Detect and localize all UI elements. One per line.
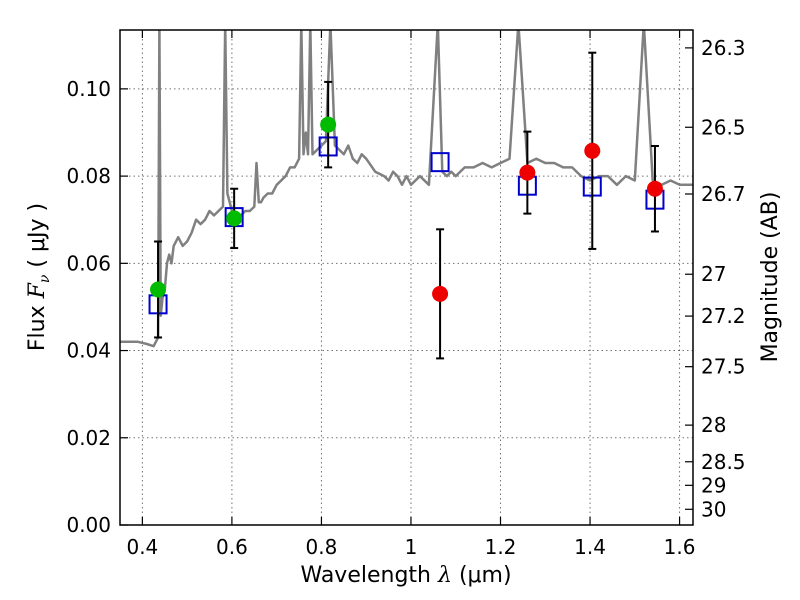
y2-tick-label: 28	[701, 413, 726, 437]
y-tick-label: 0.02	[66, 426, 111, 450]
y-tick-label: 0.06	[66, 251, 111, 275]
observed-point-red	[432, 285, 449, 302]
x-axis-label: Wavelength λ (μm)	[300, 563, 511, 588]
observed-point-green	[226, 210, 243, 227]
x-tick-label: 1	[405, 535, 418, 559]
observed-point-red	[519, 164, 536, 181]
y2-tick-label: 27	[701, 262, 726, 286]
x-tick-label: 1.4	[574, 535, 606, 559]
x-tick-label: 0.6	[216, 535, 248, 559]
y-tick-label: 0.04	[66, 339, 111, 363]
plot-area	[120, 30, 693, 360]
y2-tick-label: 26.5	[701, 115, 746, 139]
x-tick-label: 0.4	[126, 535, 158, 559]
model-spectrum-line	[120, 30, 693, 348]
observed-point-green	[150, 281, 167, 298]
grid-lines	[120, 30, 693, 526]
observed-points	[150, 116, 663, 302]
y-tick-label: 0.10	[66, 77, 111, 101]
y2-tick-label: 27.2	[701, 304, 746, 328]
x-tick-label: 1.2	[485, 535, 517, 559]
observed-point-green	[320, 116, 337, 133]
y2-axis-label: Magnitude (AB)	[758, 192, 783, 363]
x-tick-label: 1.6	[664, 535, 696, 559]
y2-tick-label: 27.5	[701, 355, 746, 379]
y2-tick-label: 29	[701, 473, 726, 497]
y2-tick-label: 26.3	[701, 36, 746, 60]
model-square-marker	[430, 152, 450, 173]
observed-point-red	[646, 180, 663, 197]
observed-point-red	[584, 142, 601, 159]
plot-frame	[119, 29, 694, 526]
y2-tick-label: 26.7	[701, 182, 746, 206]
y2-tick-label: 28.5	[701, 450, 746, 474]
y-tick-label: 0.08	[66, 164, 111, 188]
x-tick-label: 0.8	[306, 535, 338, 559]
axis-ticks	[120, 30, 693, 526]
y2-tick-label: 30	[701, 497, 726, 521]
y-tick-label: 0.00	[66, 513, 111, 537]
y-axis-label: Flux Fν ( μJy )	[25, 203, 53, 351]
tick-labels: 0.4 0.6 0.8 1 1.2 1.4 1.6 0.00 0.02 0.04 0.06 0.08 0…	[66, 36, 745, 559]
